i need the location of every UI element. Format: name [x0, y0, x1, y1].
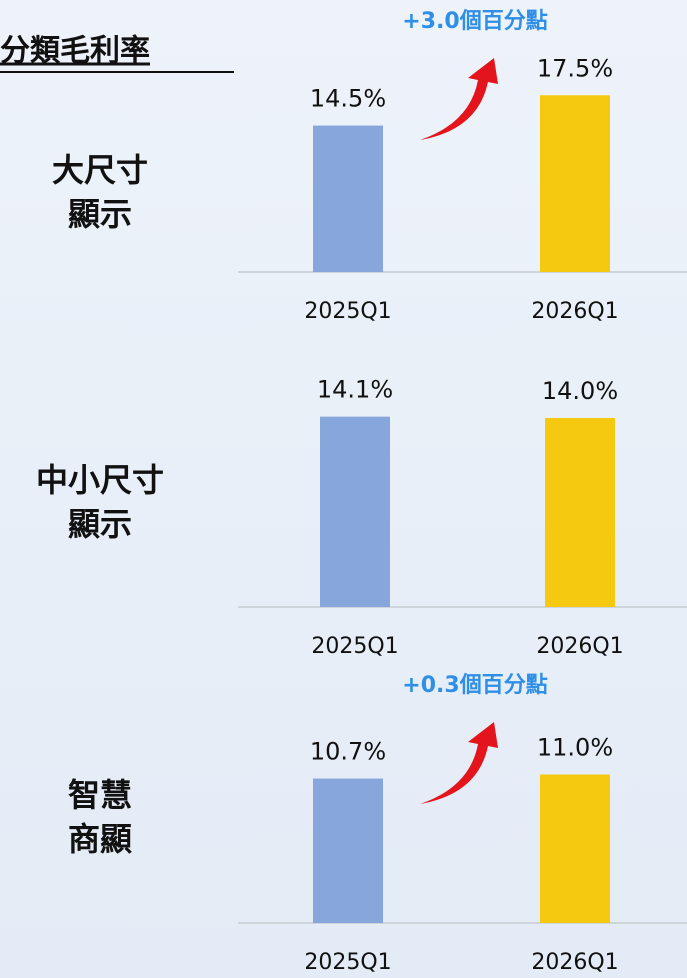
annotation: +0.3個百分點	[402, 673, 547, 698]
x-tick-label: 2025Q1	[311, 634, 398, 659]
bar	[540, 774, 610, 923]
row-label: 顯示	[68, 195, 132, 233]
x-tick-label: 2026Q1	[531, 950, 618, 975]
bar	[545, 418, 615, 607]
row-label: 大尺寸	[52, 151, 148, 189]
trend-arrow	[420, 58, 498, 140]
value-label: 11.0%	[537, 734, 613, 762]
row-label: 顯示	[68, 505, 132, 543]
row-label: 商顯	[68, 820, 132, 858]
value-label: 17.5%	[537, 54, 613, 82]
value-label: 14.5%	[310, 85, 386, 113]
row-label: 智慧	[68, 776, 132, 814]
value-label: 14.0%	[542, 377, 618, 405]
value-label: 10.7%	[310, 738, 386, 766]
bar	[313, 778, 383, 923]
row-label: 中小尺寸	[36, 461, 164, 499]
page-title: 分類毛利率	[0, 34, 150, 69]
bar	[540, 95, 610, 272]
bar	[313, 125, 383, 272]
x-tick-label: 2025Q1	[304, 299, 391, 324]
value-label: 14.1%	[317, 376, 393, 404]
x-tick-label: 2025Q1	[304, 950, 391, 975]
x-tick-label: 2026Q1	[536, 634, 623, 659]
trend-arrow	[420, 722, 498, 804]
x-tick-label: 2026Q1	[531, 299, 618, 324]
annotation: +3.0個百分點	[402, 9, 547, 34]
bar	[320, 416, 390, 607]
